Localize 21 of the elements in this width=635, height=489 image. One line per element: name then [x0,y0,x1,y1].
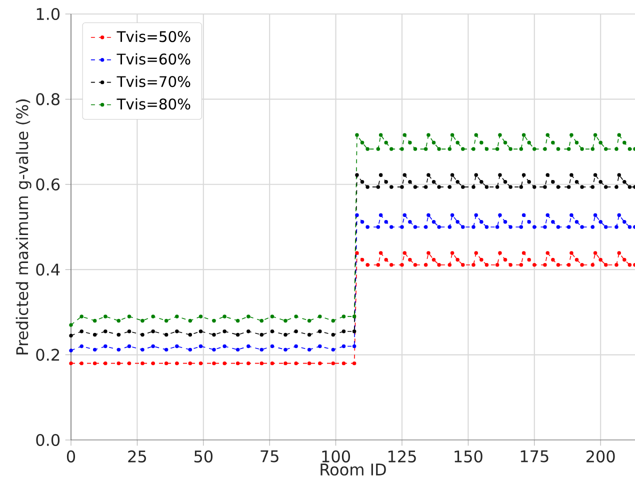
legend-label: Tvis=70% [116,76,190,88]
x-tick-label: 0 [66,450,76,463]
legend-label: Tvis=60% [116,53,190,65]
x-tick-label: 125 [388,450,416,463]
y-tick-label: 0.2 [36,348,59,361]
legend-label: Tvis=50% [116,30,190,42]
y-tick-label: 0.6 [36,178,60,190]
x-axis-title: Room ID [320,464,386,476]
legend-label: Tvis=80% [116,98,190,110]
y-tick-label: 0.8 [36,93,60,106]
x-tick-label: 200 [586,450,615,463]
x-tick-label: 25 [128,450,146,463]
y-tick-label: 0.0 [36,434,60,446]
x-tick-label: 100 [322,450,350,463]
y-axis-title: Predicted maximum g-value (%) [16,99,32,354]
x-tick-label: 50 [194,450,213,463]
y-tick-label: 1.0 [36,8,60,20]
y-tick-label: 0.4 [36,264,60,276]
x-tick-label: 75 [260,450,278,462]
x-tick-label: 150 [454,450,482,463]
x-tick-label: 175 [520,450,548,462]
